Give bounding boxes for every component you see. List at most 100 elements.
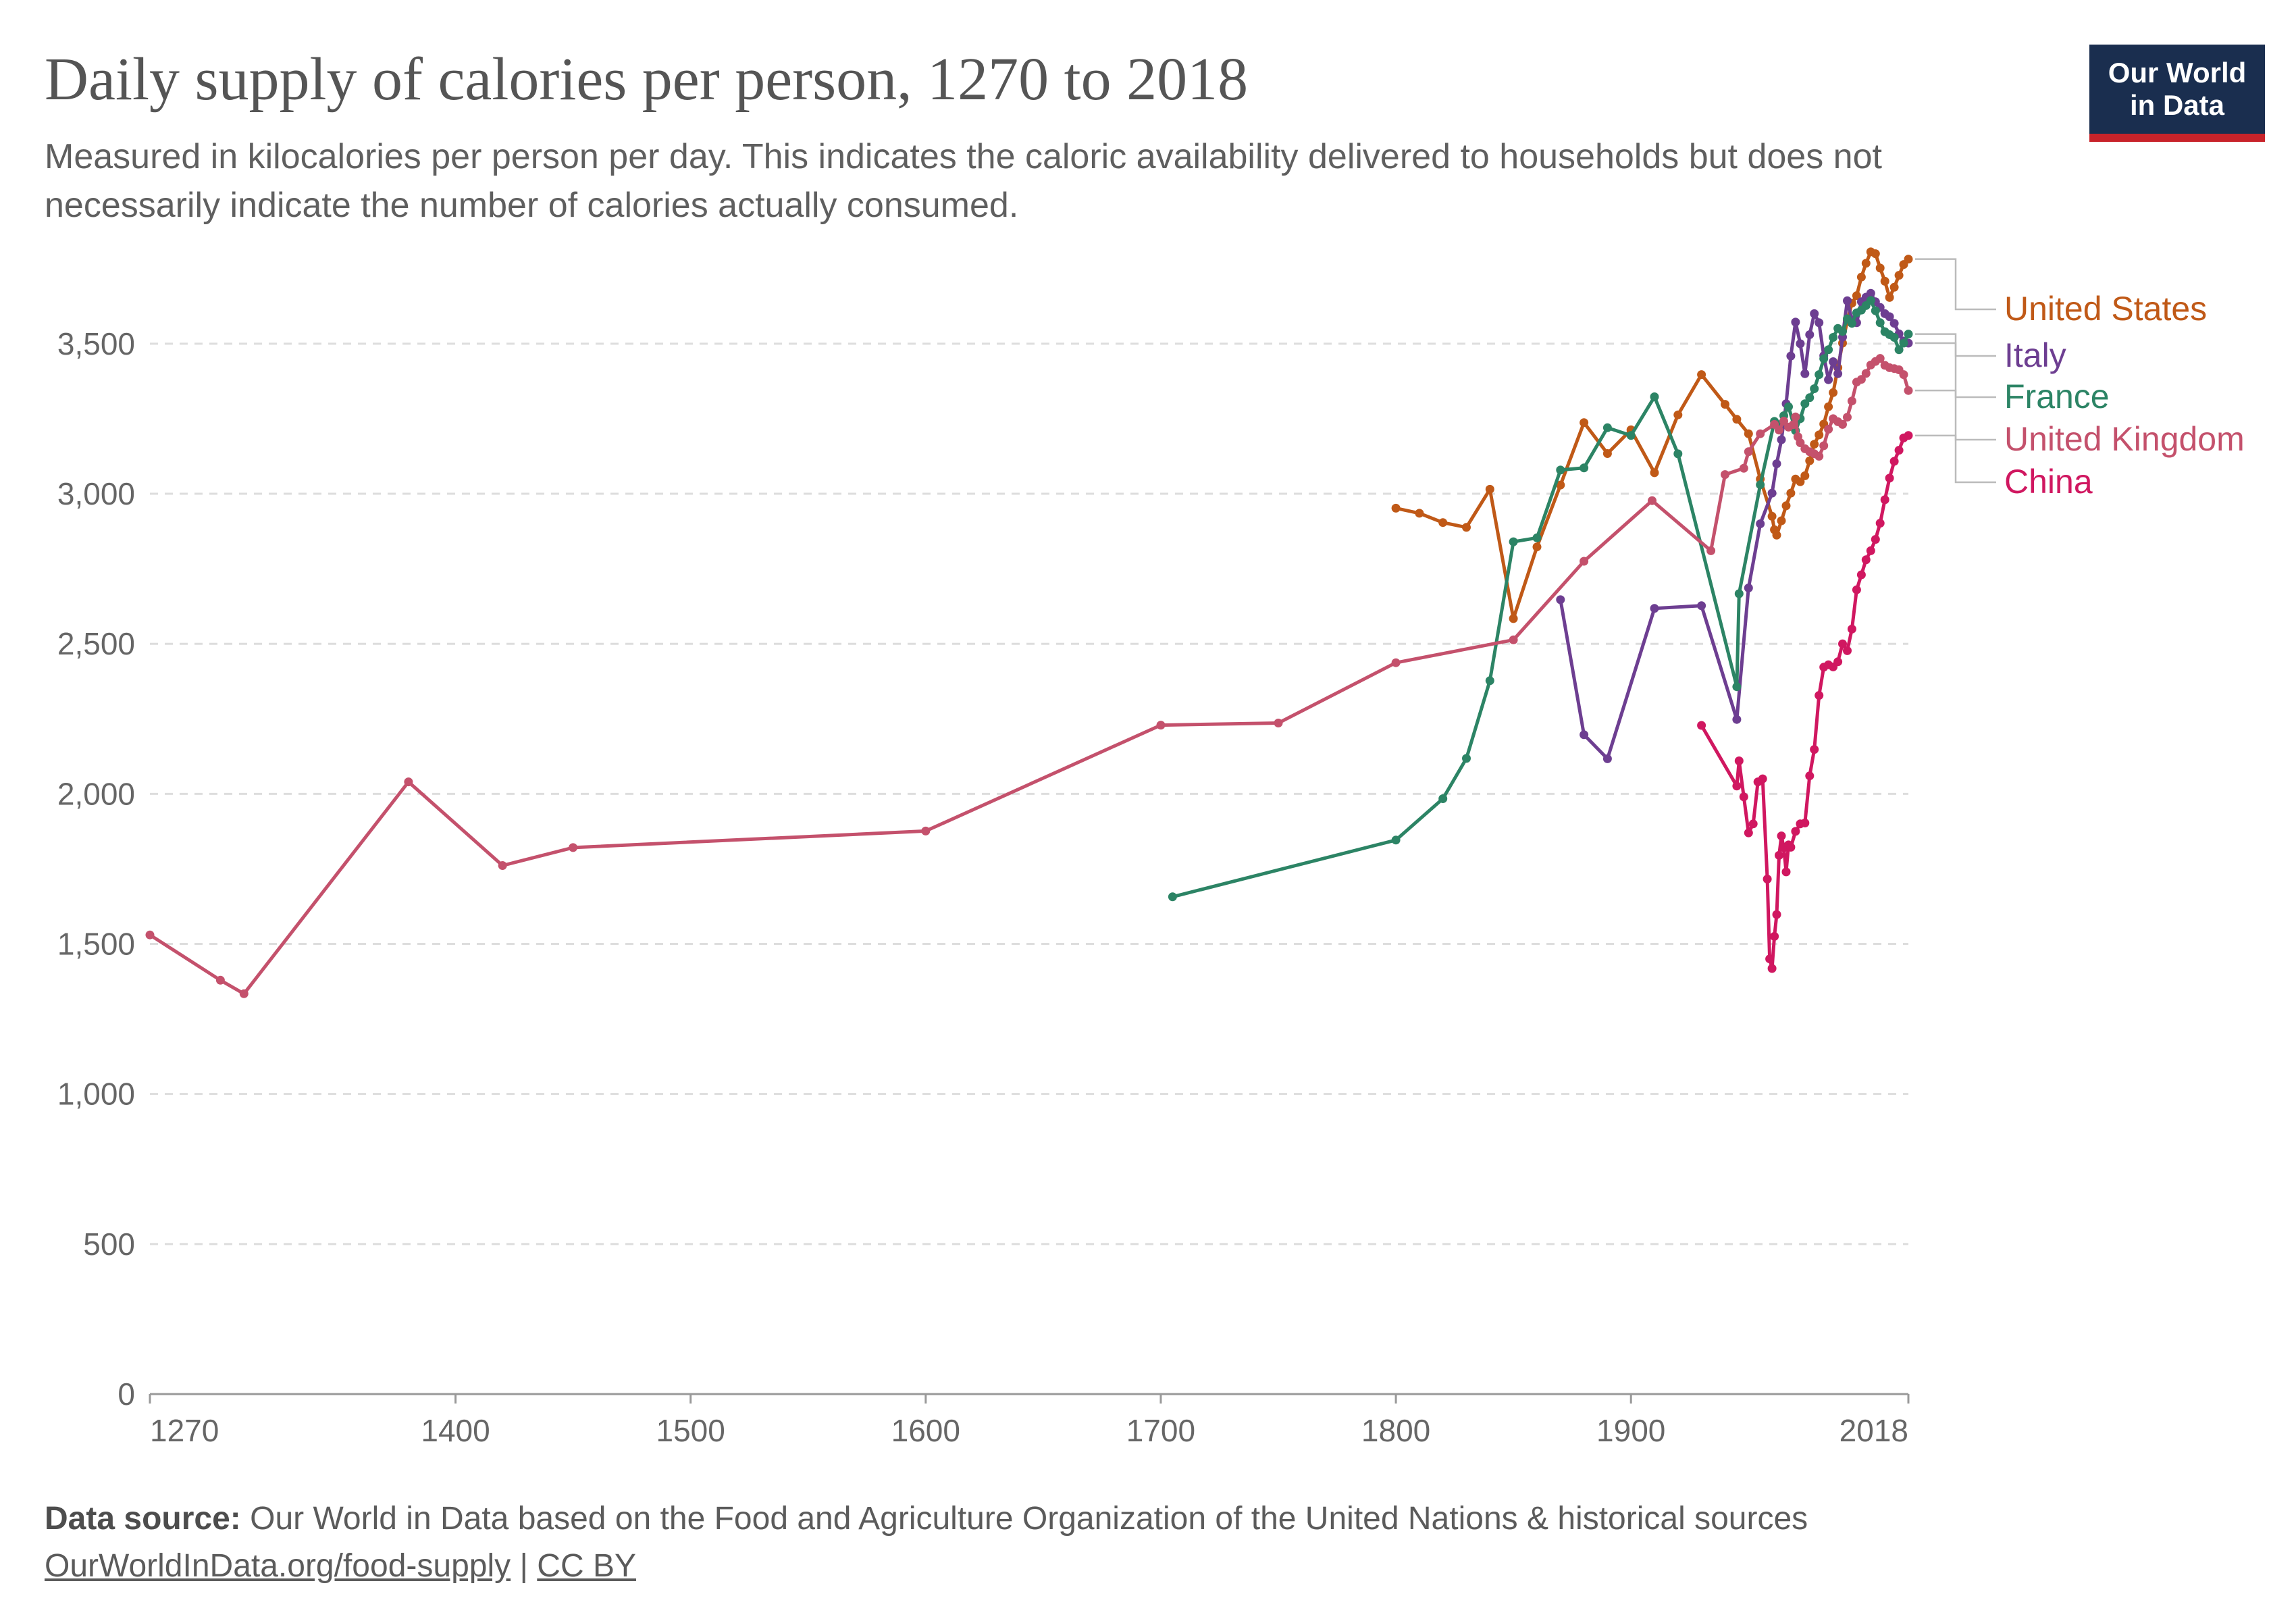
y-tick-label: 0 xyxy=(118,1376,135,1412)
data-point xyxy=(1866,546,1875,555)
data-point xyxy=(1856,570,1866,580)
data-point xyxy=(1706,546,1716,555)
data-point xyxy=(1772,459,1781,469)
food-supply-link[interactable]: OurWorldInData.org/food-supply xyxy=(45,1548,511,1584)
data-point xyxy=(1763,875,1772,883)
data-point xyxy=(1875,263,1885,273)
data-point xyxy=(1767,488,1777,498)
data-point xyxy=(1732,682,1742,692)
data-point xyxy=(1697,370,1706,380)
data-point xyxy=(1796,339,1805,349)
data-point xyxy=(1744,828,1753,838)
data-point xyxy=(1770,931,1779,941)
x-tick-label: 1500 xyxy=(656,1413,725,1448)
data-point xyxy=(1904,255,1913,264)
logo-line-2: in Data xyxy=(2129,89,2225,121)
data-point xyxy=(1856,272,1866,282)
data-point xyxy=(1168,892,1177,902)
data-point xyxy=(1767,964,1777,973)
data-point xyxy=(1852,585,1861,594)
data-point xyxy=(1556,480,1565,490)
data-point xyxy=(1843,296,1852,305)
data-point xyxy=(1815,430,1824,440)
x-tick-label: 1270 xyxy=(150,1413,219,1448)
data-source-text: Our World in Data based on the Food and … xyxy=(250,1501,1808,1537)
data-point xyxy=(1756,480,1765,490)
series-labels: United States Italy France United Kingdom Ch… xyxy=(1915,258,2245,500)
data-point xyxy=(1861,369,1871,378)
series-line xyxy=(1395,250,1910,621)
data-point xyxy=(1156,721,1166,730)
data-point xyxy=(404,777,413,787)
chart-footer: Data source: Our World in Data based on … xyxy=(45,1495,1808,1590)
data-point xyxy=(215,975,225,985)
data-source-line: Data source: Our World in Data based on … xyxy=(45,1495,1808,1543)
data-point xyxy=(1732,781,1742,791)
data-point xyxy=(1532,533,1542,542)
data-point xyxy=(1800,819,1810,827)
data-point xyxy=(1438,794,1448,803)
data-point xyxy=(1580,418,1589,428)
data-point xyxy=(1796,477,1805,486)
data-point xyxy=(1875,354,1885,363)
data-point xyxy=(1838,419,1847,429)
data-source-label: Data source: xyxy=(45,1501,241,1537)
data-point xyxy=(1462,754,1471,763)
data-point xyxy=(1889,333,1899,342)
data-point xyxy=(1779,417,1788,426)
data-point xyxy=(1556,595,1565,604)
data-point xyxy=(1462,523,1471,532)
data-point xyxy=(1815,370,1824,380)
data-point xyxy=(1758,774,1767,783)
data-point xyxy=(1819,354,1829,363)
data-point xyxy=(1833,369,1843,378)
data-point xyxy=(1829,388,1838,397)
data-point xyxy=(1697,601,1706,611)
owid-logo[interactable]: Our World in Data xyxy=(2089,45,2265,142)
data-point xyxy=(1556,465,1565,475)
data-point xyxy=(498,861,507,870)
data-point xyxy=(1847,319,1856,328)
data-point xyxy=(1889,457,1899,466)
data-point xyxy=(1875,318,1885,328)
data-point xyxy=(1838,327,1847,336)
y-tick-label: 2,000 xyxy=(57,776,135,811)
data-point xyxy=(1815,452,1824,461)
data-point xyxy=(1805,330,1815,339)
data-point xyxy=(1673,410,1683,419)
series-label: France xyxy=(2004,378,2110,415)
data-point xyxy=(1829,357,1838,366)
data-point xyxy=(1744,584,1753,592)
data-point xyxy=(1734,756,1744,765)
data-point xyxy=(1880,495,1889,505)
data-point xyxy=(1767,511,1777,521)
axes: 0 500 1,000 1,500 2,000 2,500 3,000 3,500 1270 14… xyxy=(57,326,1910,1448)
data-point xyxy=(1791,827,1800,836)
y-tick-label: 500 xyxy=(83,1227,135,1262)
data-point xyxy=(1509,635,1518,644)
data-point xyxy=(1772,530,1781,540)
data-point xyxy=(1697,721,1706,730)
data-point xyxy=(1894,271,1904,280)
label-connector xyxy=(1915,333,1996,398)
data-point xyxy=(1391,658,1401,667)
data-point xyxy=(1904,330,1913,339)
data-point xyxy=(1838,639,1847,648)
data-point xyxy=(1904,431,1913,440)
data-point xyxy=(1765,954,1775,964)
y-tick-label: 3,000 xyxy=(57,476,135,511)
x-tick-label: 1600 xyxy=(891,1413,960,1448)
license-link[interactable]: CC BY xyxy=(537,1548,636,1584)
data-point xyxy=(1648,496,1656,505)
data-point xyxy=(1791,317,1800,327)
series-france xyxy=(1168,296,1913,902)
x-tick-label: 1800 xyxy=(1361,1413,1430,1448)
footer-separator: | xyxy=(519,1548,528,1584)
data-point xyxy=(1852,291,1861,301)
data-point xyxy=(1485,484,1494,494)
y-tick-label: 3,500 xyxy=(57,326,135,361)
data-point xyxy=(1871,249,1880,259)
data-point xyxy=(1485,676,1494,686)
data-point xyxy=(145,930,155,940)
chart-subtitle: Measured in kilocalories per person per … xyxy=(45,137,1882,225)
